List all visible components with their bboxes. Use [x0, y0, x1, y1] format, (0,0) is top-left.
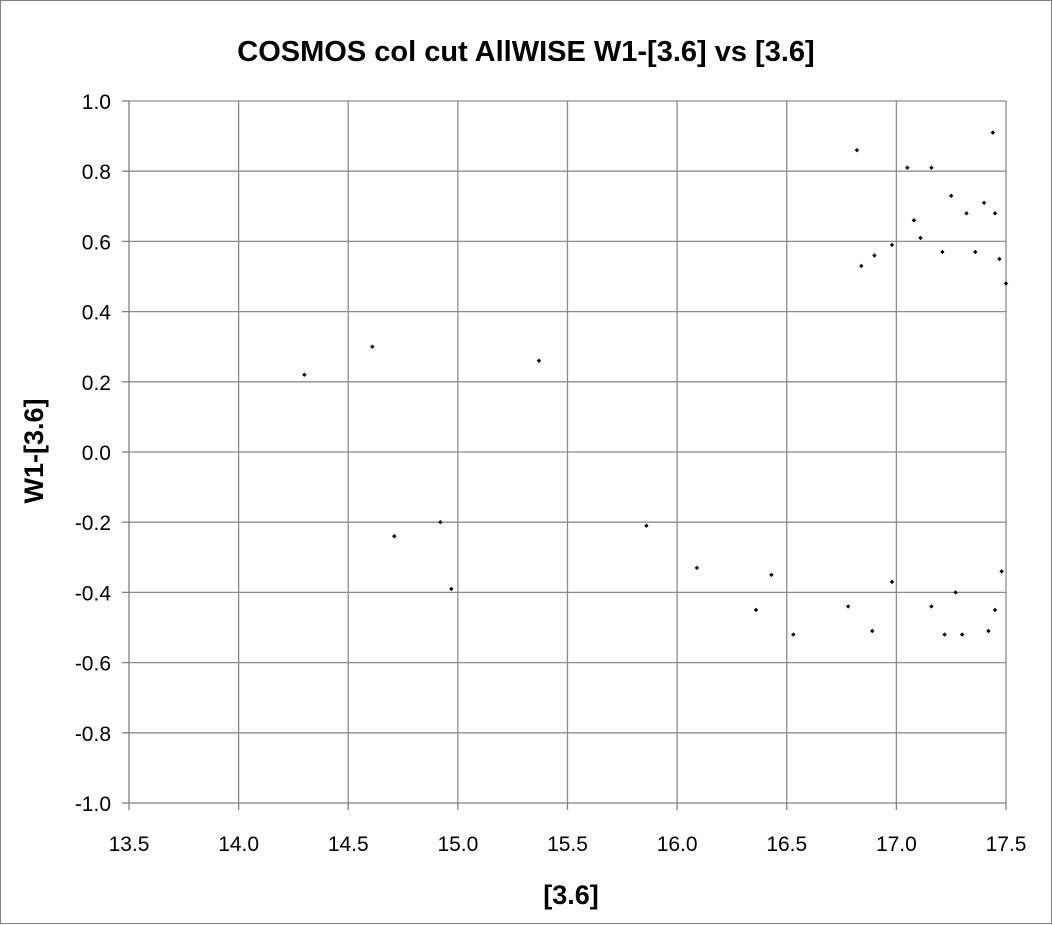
x-tick-label: 13.5 [109, 833, 150, 856]
x-axis-label: [3.6] [543, 880, 599, 910]
x-tick-label: 17.0 [876, 833, 917, 856]
y-tick-label: 1.0 [82, 91, 111, 114]
data-point [999, 569, 1004, 574]
data-point [953, 590, 958, 595]
y-tick-label: 0.2 [82, 372, 111, 395]
y-tick-label: 0.0 [82, 442, 111, 465]
data-point [449, 586, 454, 592]
data-point [992, 211, 998, 216]
gridlines [129, 100, 1007, 803]
data-point [905, 165, 910, 170]
data-point [889, 242, 895, 248]
data-point [964, 211, 969, 216]
data-point [959, 632, 965, 637]
data-points [302, 130, 1009, 637]
y-tick-label: 0.4 [82, 302, 112, 325]
y-axis-label: W1-[3.6] [19, 398, 49, 503]
chart-title: COSMOS col cut AllWISE W1-[3.6] vs [3.6] [237, 36, 814, 68]
data-point [753, 607, 759, 613]
y-tick-label: -0.6 [75, 653, 111, 676]
data-point [370, 344, 375, 349]
data-point [990, 130, 996, 135]
data-point [392, 534, 397, 539]
data-point [929, 604, 934, 609]
data-point [942, 632, 947, 637]
data-point [694, 565, 700, 571]
x-tick-label: 14.0 [218, 833, 259, 856]
y-tick-label: -0.8 [75, 723, 111, 746]
x-tick-label: 16.5 [766, 833, 807, 856]
data-point [769, 572, 774, 578]
data-point [918, 235, 923, 241]
y-tick-label: 0.8 [82, 161, 111, 184]
x-tick-label: 14.5 [328, 833, 369, 856]
data-point [948, 193, 954, 198]
data-point [997, 256, 1002, 262]
axes [122, 100, 1007, 810]
data-point [986, 628, 991, 634]
x-tick-label: 17.5 [986, 833, 1027, 856]
x-tick-label: 15.0 [437, 833, 478, 856]
data-point [981, 200, 987, 205]
data-point [644, 523, 649, 528]
x-tick-label: 15.5 [547, 833, 588, 856]
data-point [859, 263, 864, 269]
data-point [992, 607, 998, 613]
data-point [973, 249, 978, 255]
data-point [872, 253, 877, 258]
data-point [940, 249, 945, 255]
data-point [845, 604, 851, 609]
data-point [854, 147, 860, 153]
tick-labels: 13.5 14.0 14.5 15.0 15.5 16.0 16.5 17.0 17.5 1.0 0… [75, 91, 1027, 856]
data-point [1003, 281, 1009, 286]
data-point [911, 218, 917, 223]
data-point [889, 579, 895, 585]
data-point [438, 520, 443, 525]
data-point [929, 165, 934, 170]
data-point [870, 628, 875, 634]
data-point [791, 632, 796, 637]
data-point [302, 372, 307, 377]
data-point [536, 358, 542, 363]
y-tick-label: -1.0 [75, 793, 111, 816]
x-tick-label: 16.0 [657, 833, 698, 856]
y-tick-label: -0.2 [75, 512, 111, 535]
y-tick-label: -0.4 [75, 582, 112, 605]
y-tick-label: 0.6 [82, 231, 111, 254]
